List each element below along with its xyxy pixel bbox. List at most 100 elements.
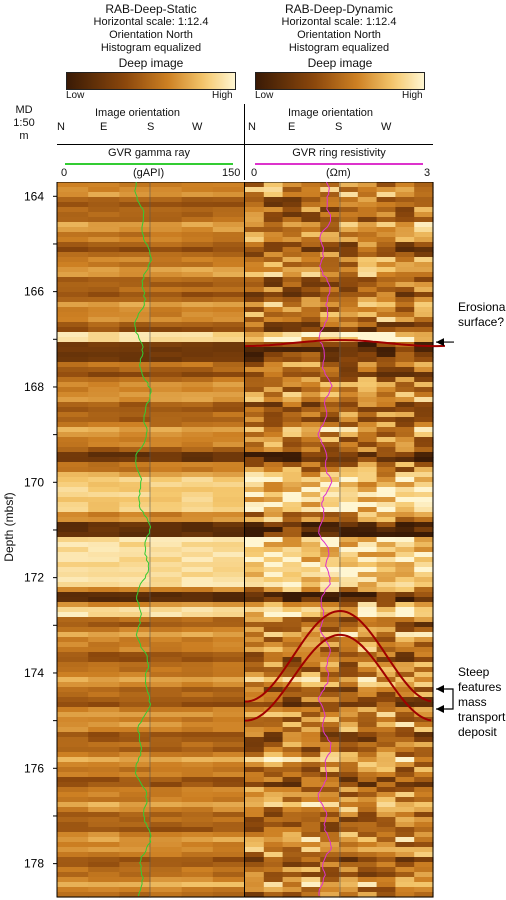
right-image-cell: [245, 822, 265, 828]
left-image-cell: [212, 287, 245, 293]
right-image-cell: [320, 632, 340, 638]
right-image-cell: [414, 562, 434, 568]
left-image-cell: [88, 457, 120, 463]
right-image-cell: [357, 642, 378, 648]
left-image-cell: [181, 872, 214, 878]
right-image-cell: [357, 742, 378, 748]
right-image-cell: [263, 417, 284, 423]
left-image-cell: [119, 237, 152, 243]
left-image-cell: [181, 207, 214, 213]
right-image-cell: [263, 582, 284, 588]
left-image-cell: [88, 697, 120, 703]
left-image-cell: [119, 207, 152, 213]
right-image-cell: [301, 662, 321, 668]
right-image-cell: [263, 462, 284, 468]
right-image-cell: [395, 877, 415, 883]
right-image-cell: [376, 207, 396, 213]
left-image-cell: [119, 202, 152, 208]
left-image-cell: [88, 462, 120, 468]
left-image-cell: [57, 272, 89, 278]
right-image-cell: [301, 262, 321, 268]
right-image-cell: [339, 482, 359, 488]
left-image-cell: [119, 642, 152, 648]
right-image-cell: [282, 302, 302, 308]
left-image-cell: [88, 237, 120, 243]
right-image-cell: [245, 682, 265, 688]
right-image-cell: [282, 467, 302, 473]
right-image-cell: [357, 217, 378, 223]
right-image-cell: [395, 602, 415, 608]
left-image-cell: [88, 272, 120, 278]
left-image-cell: [212, 417, 245, 423]
left-image-cell: [88, 192, 120, 198]
right-image-cell: [357, 727, 378, 733]
left-image-cell: [119, 337, 152, 343]
steep-arrow-upper-head: [436, 685, 444, 693]
right-image-cell: [320, 357, 340, 363]
right-image-cell: [414, 457, 434, 463]
right-image-cell: [282, 247, 302, 253]
left-image-cell: [57, 412, 89, 418]
left-image-cell: [212, 572, 245, 578]
left-image-cell: [57, 392, 89, 398]
right-image-cell: [320, 312, 340, 318]
right-image-cell: [395, 262, 415, 268]
left-image-cell: [57, 797, 89, 803]
right-image-cell: [301, 607, 321, 613]
left-image-cell: [57, 647, 89, 653]
left-image-cell: [181, 452, 214, 458]
right-image-cell: [339, 542, 359, 548]
left-image-cell: [150, 182, 183, 188]
left-image-cell: [150, 202, 183, 208]
left-image-cell: [88, 672, 120, 678]
right-image-cell: [263, 427, 284, 433]
right-image-cell: [376, 312, 396, 318]
left-image-cell: [57, 292, 89, 298]
left-image-cell: [57, 557, 89, 563]
right-image-cell: [320, 767, 340, 773]
right-image-cell: [357, 652, 378, 658]
left-image-cell: [150, 422, 183, 428]
right-image-cell: [376, 352, 396, 358]
right-image-cell: [282, 212, 302, 218]
right-image-cell: [357, 182, 378, 188]
right-image-cell: [320, 602, 340, 608]
right-image-cell: [339, 532, 359, 538]
right-image-cell: [245, 797, 265, 803]
right-image-cell: [320, 207, 340, 213]
left-image-cell: [181, 612, 214, 618]
left-image-cell: [57, 517, 89, 523]
left-image-cell: [119, 567, 152, 573]
right-image-cell: [376, 627, 396, 633]
left-image-cell: [150, 772, 183, 778]
left-image-cell: [150, 817, 183, 823]
right-image-cell: [301, 417, 321, 423]
left-image-cell: [119, 777, 152, 783]
right-image-cell: [320, 822, 340, 828]
left-image-cell: [212, 222, 245, 228]
right-image-cell: [414, 617, 434, 623]
right-image-cell: [301, 427, 321, 433]
left-image-cell: [88, 722, 120, 728]
right-image-cell: [376, 632, 396, 638]
left-image-cell: [57, 487, 89, 493]
right-image-cell: [376, 307, 396, 313]
left-image-cell: [150, 572, 183, 578]
right-image-cell: [263, 182, 284, 188]
right-image-cell: [282, 882, 302, 888]
right-image-cell: [376, 407, 396, 413]
left-image-cell: [57, 722, 89, 728]
right-image-cell: [245, 727, 265, 733]
left-image-cell: [212, 192, 245, 198]
right-image-cell: [339, 467, 359, 473]
left-image-cell: [88, 247, 120, 253]
right-image-cell: [320, 827, 340, 833]
left-image-cell: [57, 207, 89, 213]
right-image-cell: [320, 892, 340, 898]
right-image-cell: [339, 852, 359, 858]
right-image-cell: [414, 447, 434, 453]
right-image-cell: [282, 522, 302, 528]
left-image-cell: [57, 357, 89, 363]
left-image-cell: [212, 552, 245, 558]
right-image-cell: [301, 492, 321, 498]
